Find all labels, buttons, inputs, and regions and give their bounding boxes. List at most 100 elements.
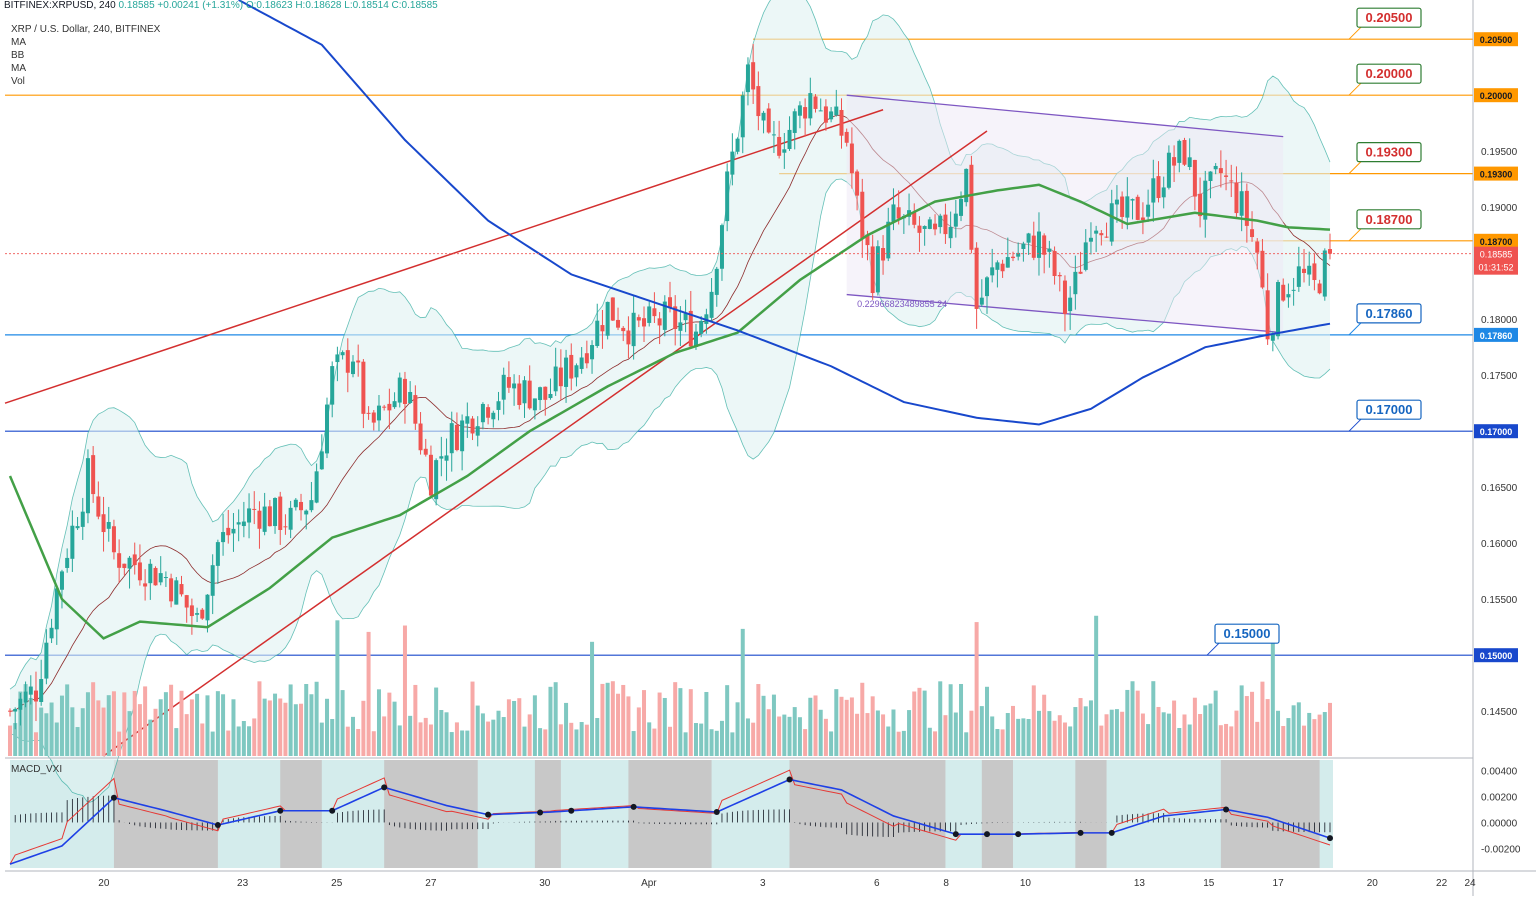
candle-body (1010, 256, 1015, 259)
candle-body (990, 267, 995, 276)
volume-bar (881, 714, 886, 756)
volume-bar (169, 684, 174, 756)
volume-bar (137, 704, 142, 756)
callout-box (1356, 303, 1422, 324)
candle-body (163, 577, 168, 579)
volume-bar (1213, 690, 1218, 756)
volume-bar (506, 699, 511, 756)
volume-bar (408, 715, 413, 756)
candle-body (475, 426, 480, 436)
volume-bar (454, 722, 459, 756)
volume-bar (855, 713, 860, 756)
volume-bar (1083, 706, 1088, 756)
indicator-vol[interactable]: Vol (11, 76, 25, 87)
macd-cross-dot (537, 809, 544, 816)
candle-body (1042, 235, 1047, 255)
volume-bar (538, 728, 543, 756)
candle-body (101, 514, 106, 533)
candle-body (787, 129, 792, 150)
time-tick-label: 27 (425, 878, 437, 889)
volume-bar (428, 724, 433, 756)
candle-body (558, 367, 563, 387)
candle-body (1260, 250, 1265, 288)
volume-bar (590, 641, 595, 756)
volume-bar (631, 731, 636, 756)
candle-body (1328, 249, 1332, 254)
volume-bar (662, 697, 667, 756)
last-price: 0.18585 (118, 0, 155, 11)
volume-bar (860, 682, 865, 756)
volume-bar (174, 728, 179, 756)
volume-bar (891, 709, 896, 756)
candle-body (283, 526, 288, 528)
candle-body (1120, 196, 1125, 217)
candle-body (91, 455, 96, 495)
indicator-ma[interactable]: MA (11, 37, 26, 48)
volume-bar (1172, 700, 1177, 756)
candle-body (402, 378, 407, 405)
candle-body (1296, 266, 1301, 287)
volume-bar (1099, 725, 1104, 756)
candle-body (1083, 242, 1088, 270)
macd-title[interactable]: MACD_VXI (11, 764, 63, 775)
volume-bar (460, 730, 465, 756)
indicator-bb[interactable]: BB (11, 50, 25, 61)
candle-body (1094, 230, 1099, 234)
volume-bar (1156, 706, 1161, 756)
high-value: H:0.18628 (295, 0, 342, 11)
symbol-label[interactable]: BITFINEX:XRPUSD, 240 (4, 0, 116, 11)
volume-bar (309, 694, 314, 756)
volume-bar (735, 702, 740, 756)
volume-bar (23, 684, 28, 756)
candle-body (179, 584, 184, 595)
volume-bar (771, 694, 776, 756)
callout-pointer (1348, 322, 1362, 336)
volume-bar (132, 690, 137, 756)
volume-bar (1182, 714, 1187, 756)
current-price-tag (1474, 246, 1518, 275)
volume-bar (626, 696, 631, 756)
volume-bar (28, 697, 33, 756)
series-description: XRP / U.S. Dollar, 240, BITFINEX (11, 24, 161, 35)
volume-bar (719, 720, 724, 756)
volume-bar (610, 681, 615, 756)
volume-bar (288, 684, 293, 756)
candle-body (839, 109, 844, 136)
indicator-ma-2[interactable]: MA (11, 63, 26, 74)
candle-body (590, 345, 595, 360)
level-callout: 0.20500 (1348, 7, 1422, 40)
macd-cross-dot (1223, 806, 1230, 813)
candle-body (454, 424, 459, 451)
volume-bar (745, 718, 750, 756)
volume-bar (1021, 718, 1026, 756)
volume-bar (1239, 685, 1244, 756)
macd-cross-dot (1327, 835, 1333, 842)
candle-body (231, 528, 236, 534)
candle-body (325, 404, 330, 454)
volume-bar (943, 715, 948, 756)
volume-bar (1010, 705, 1015, 756)
candle-body (366, 412, 371, 414)
candle-body (39, 679, 44, 702)
volume-bar (1016, 718, 1021, 756)
candle-body (1146, 204, 1151, 217)
time-tick-label: 20 (1367, 878, 1379, 889)
candle-body (158, 573, 163, 583)
candle-body (330, 366, 335, 405)
volume-bar (319, 722, 324, 756)
candle-body (153, 567, 158, 586)
candle-body (299, 501, 304, 511)
candle-body (215, 542, 220, 566)
volume-bar (117, 731, 122, 756)
volume-bar (33, 732, 38, 756)
volume-bar (293, 704, 298, 756)
volume-bar (413, 684, 418, 756)
macd-cross-dot (952, 831, 959, 838)
level-callout: 0.15000 (1206, 623, 1280, 656)
candle-body (1192, 159, 1197, 197)
volume-bar (907, 710, 912, 756)
volume-bar (356, 728, 361, 756)
time-tick-label: 30 (539, 878, 551, 889)
countdown-label: 01:31:52 (1478, 263, 1513, 273)
